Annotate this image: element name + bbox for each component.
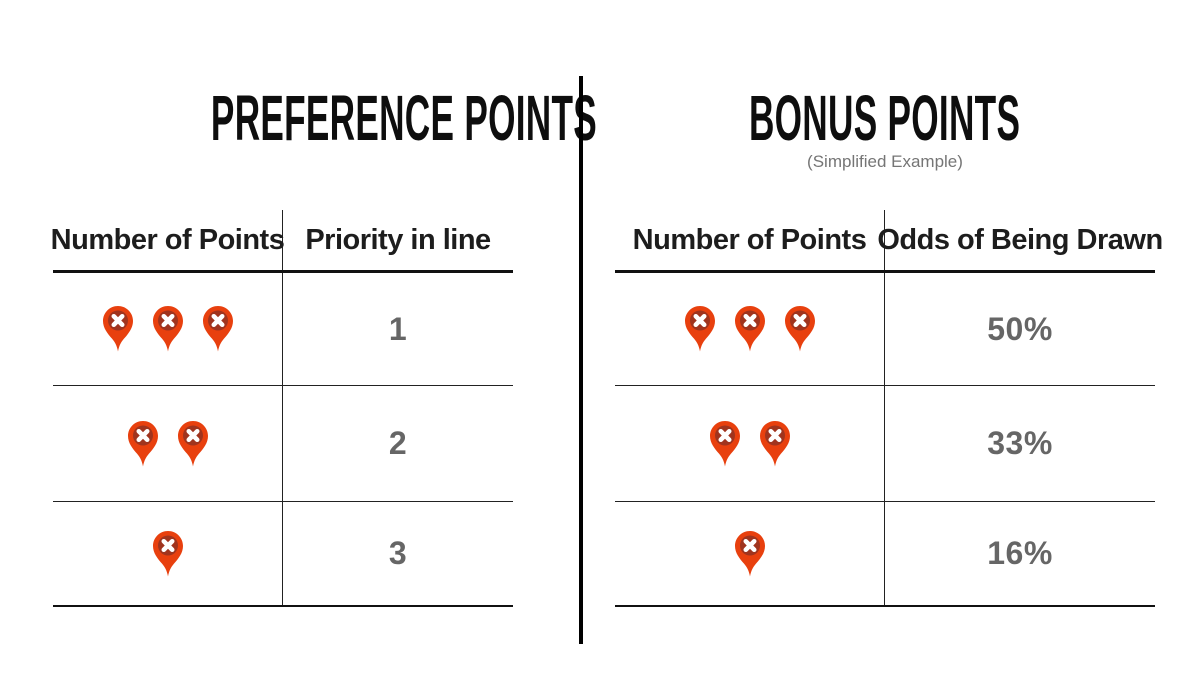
bonus-table-header-row: Number of Points Odds of Being Drawn — [615, 210, 1163, 273]
bonus-points-title-text: BONUS POINTS — [749, 82, 1021, 154]
odds-value: 33% — [987, 425, 1053, 461]
pins-cell — [615, 273, 885, 385]
pins-cell — [53, 273, 283, 385]
pins-cell — [615, 386, 885, 501]
odds-value: 16% — [987, 535, 1053, 571]
pins-cell — [53, 502, 283, 605]
preference-points-title: PREFERENCE POINTS — [53, 86, 597, 150]
priority-value: 1 — [388, 310, 408, 347]
map-pin-x-icon — [202, 306, 233, 352]
bonus-col-header-odds: Odds of Being Drawn — [877, 223, 1163, 256]
map-pin-x-icon — [102, 306, 133, 352]
map-pin-x-icon — [127, 420, 158, 466]
table-row: 50% — [615, 273, 1155, 386]
map-pin-x-icon — [759, 420, 790, 466]
table-row: 3 — [53, 502, 513, 607]
map-pin-x-icon — [684, 306, 715, 352]
table-row: 33% — [615, 386, 1155, 502]
preference-col-header-points: Number of Points — [51, 210, 285, 270]
table-row: 16% — [615, 502, 1155, 607]
priority-value: 3 — [388, 535, 408, 571]
odds-value: 50% — [987, 310, 1053, 347]
bonus-points-table: Number of Points Odds of Being Drawn 50% — [615, 210, 1163, 607]
pins-cell — [53, 386, 283, 501]
map-pin-x-icon — [734, 530, 765, 576]
priority-value: 2 — [388, 425, 408, 461]
map-pin-x-icon — [734, 306, 765, 352]
bonus-col-header-points: Number of Points — [615, 210, 885, 270]
table-row: 1 — [53, 273, 513, 386]
pins-cell — [615, 502, 885, 605]
bonus-points-subtitle: (Simplified Example) — [807, 152, 963, 171]
map-pin-x-icon — [152, 530, 183, 576]
preference-col-header-priority: Priority in line — [305, 223, 491, 256]
preference-table-header-row: Number of Points Priority in line — [51, 210, 513, 273]
bonus-points-title: BONUS POINTS — [615, 86, 1155, 150]
table-row: 2 — [53, 386, 513, 502]
map-pin-x-icon — [152, 306, 183, 352]
map-pin-x-icon — [784, 306, 815, 352]
vertical-divider — [579, 76, 583, 644]
preference-points-table: Number of Points Priority in line 1 2 — [51, 210, 513, 607]
preference-points-title-text: PREFERENCE POINTS — [210, 82, 598, 154]
map-pin-x-icon — [709, 420, 740, 466]
map-pin-x-icon — [177, 420, 208, 466]
